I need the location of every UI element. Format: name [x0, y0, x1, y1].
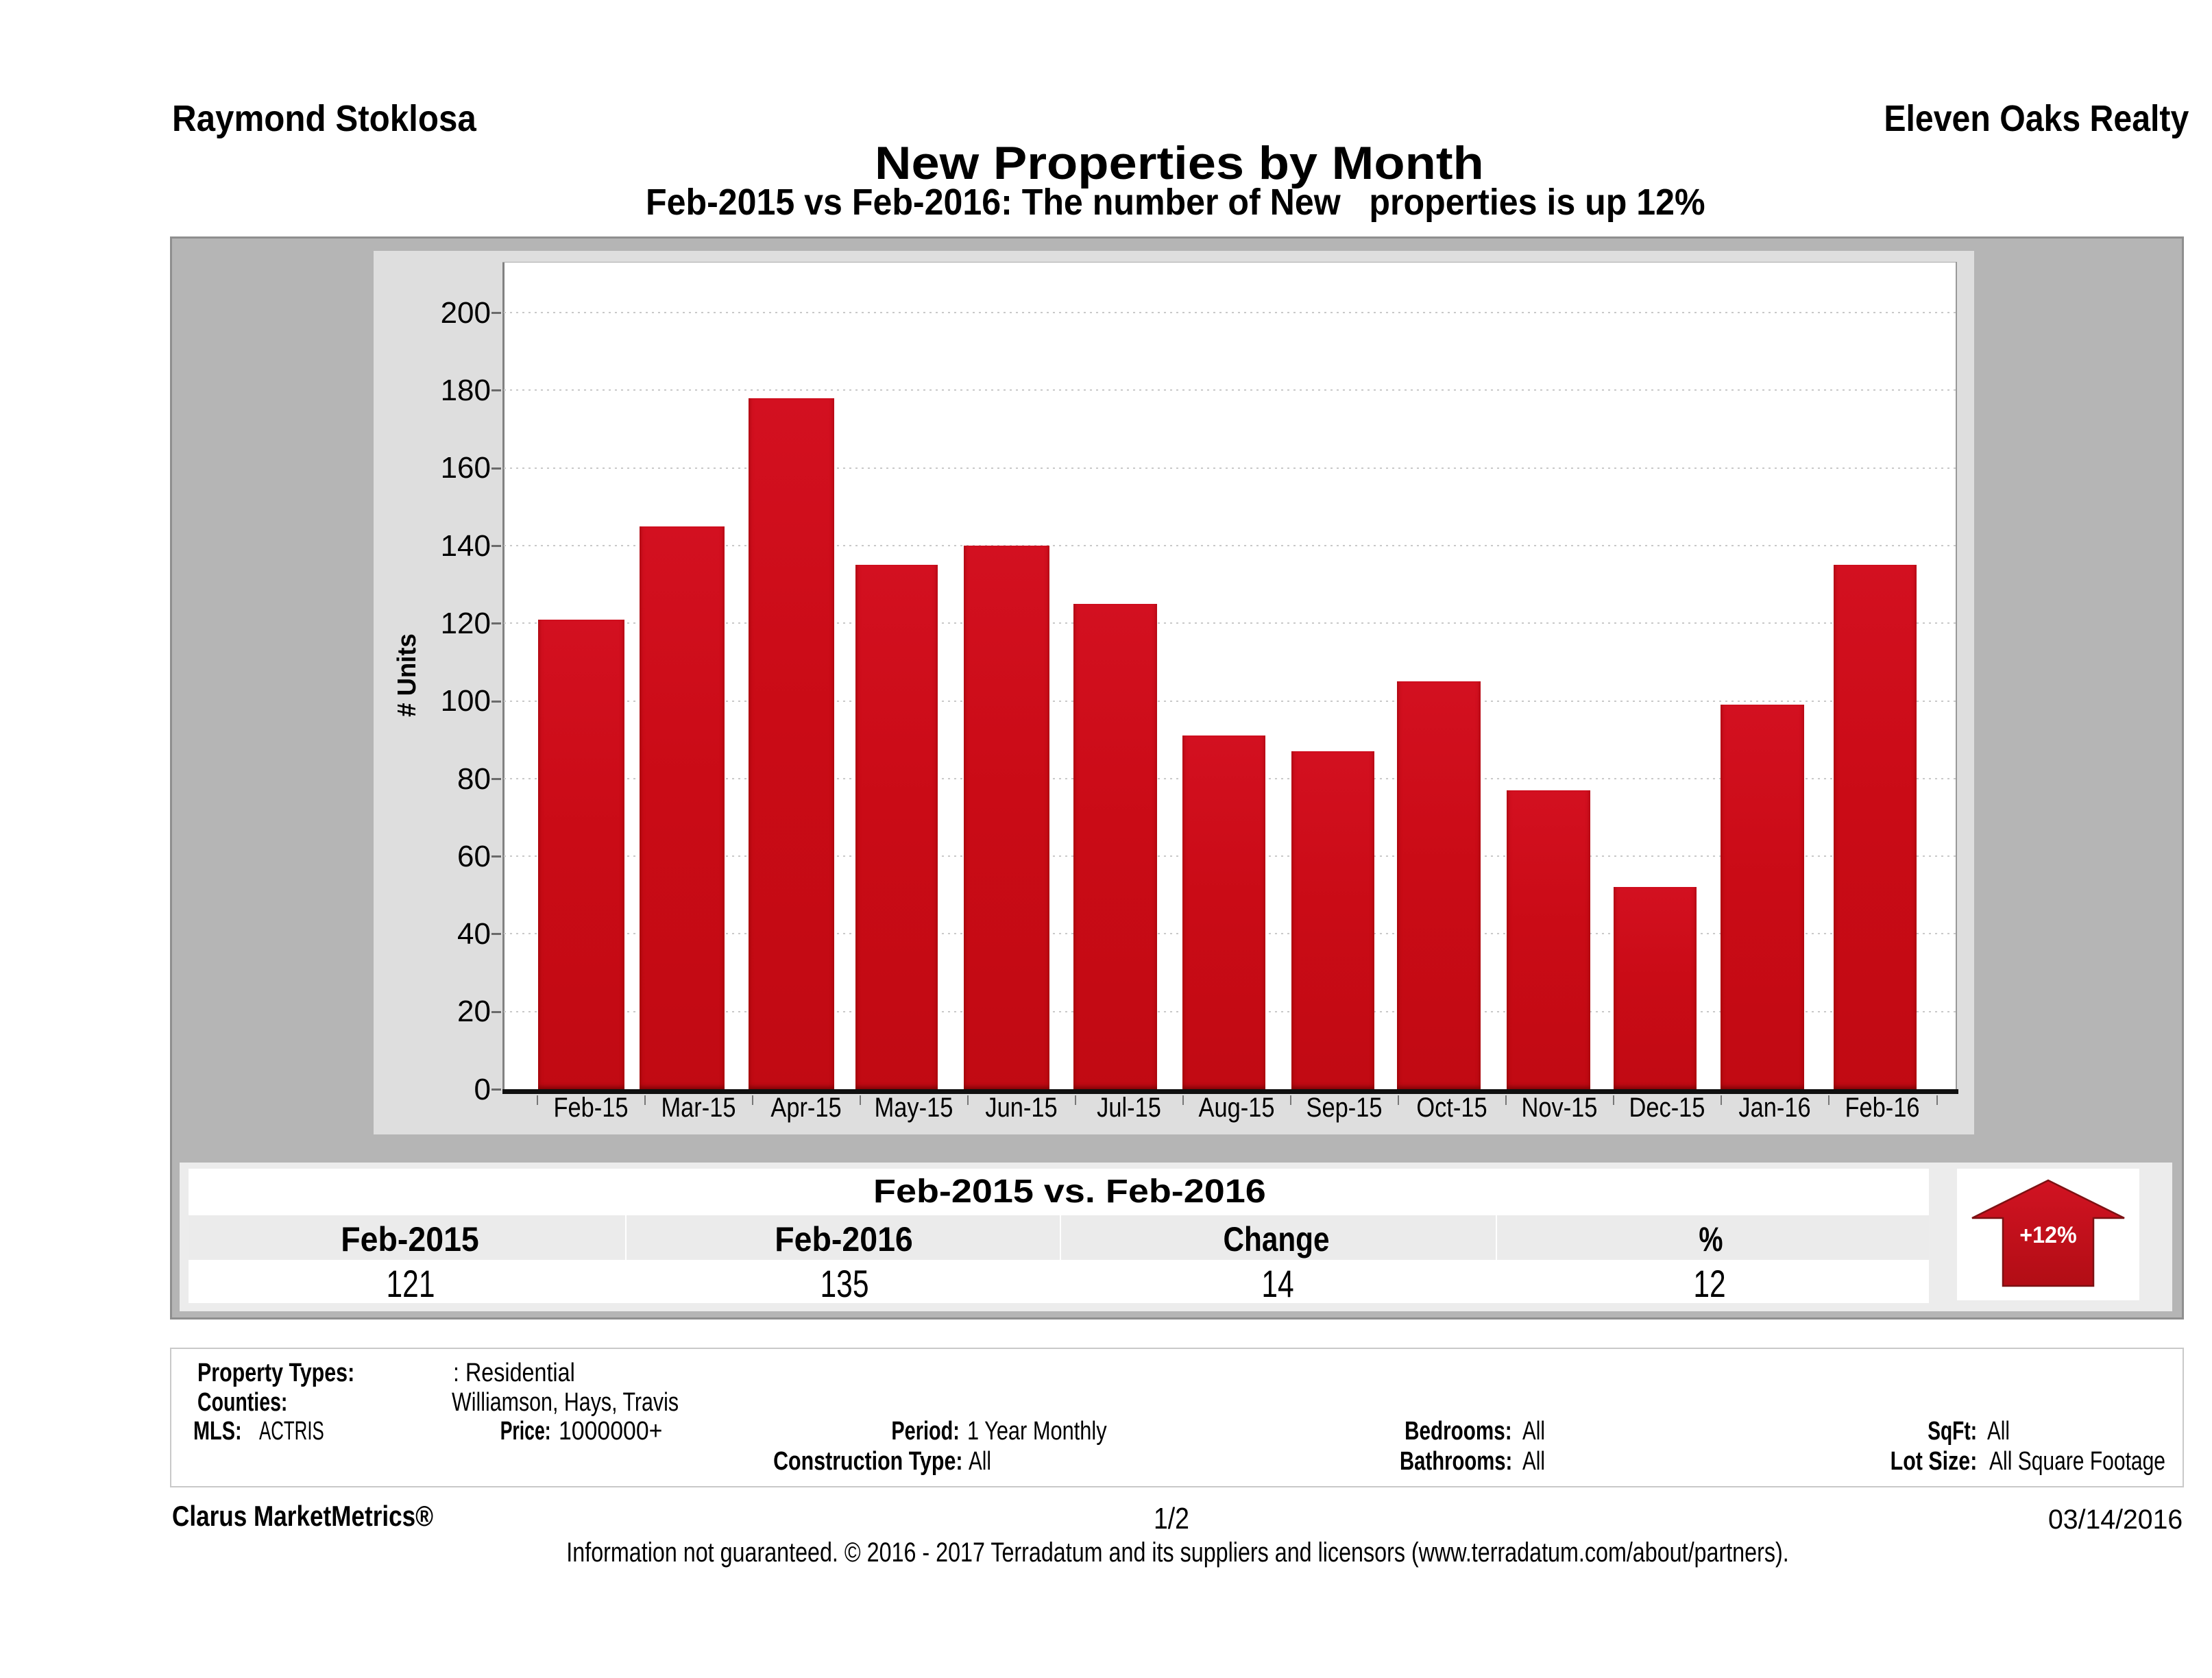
svg-text:+12%: +12%: [2019, 1222, 2077, 1248]
